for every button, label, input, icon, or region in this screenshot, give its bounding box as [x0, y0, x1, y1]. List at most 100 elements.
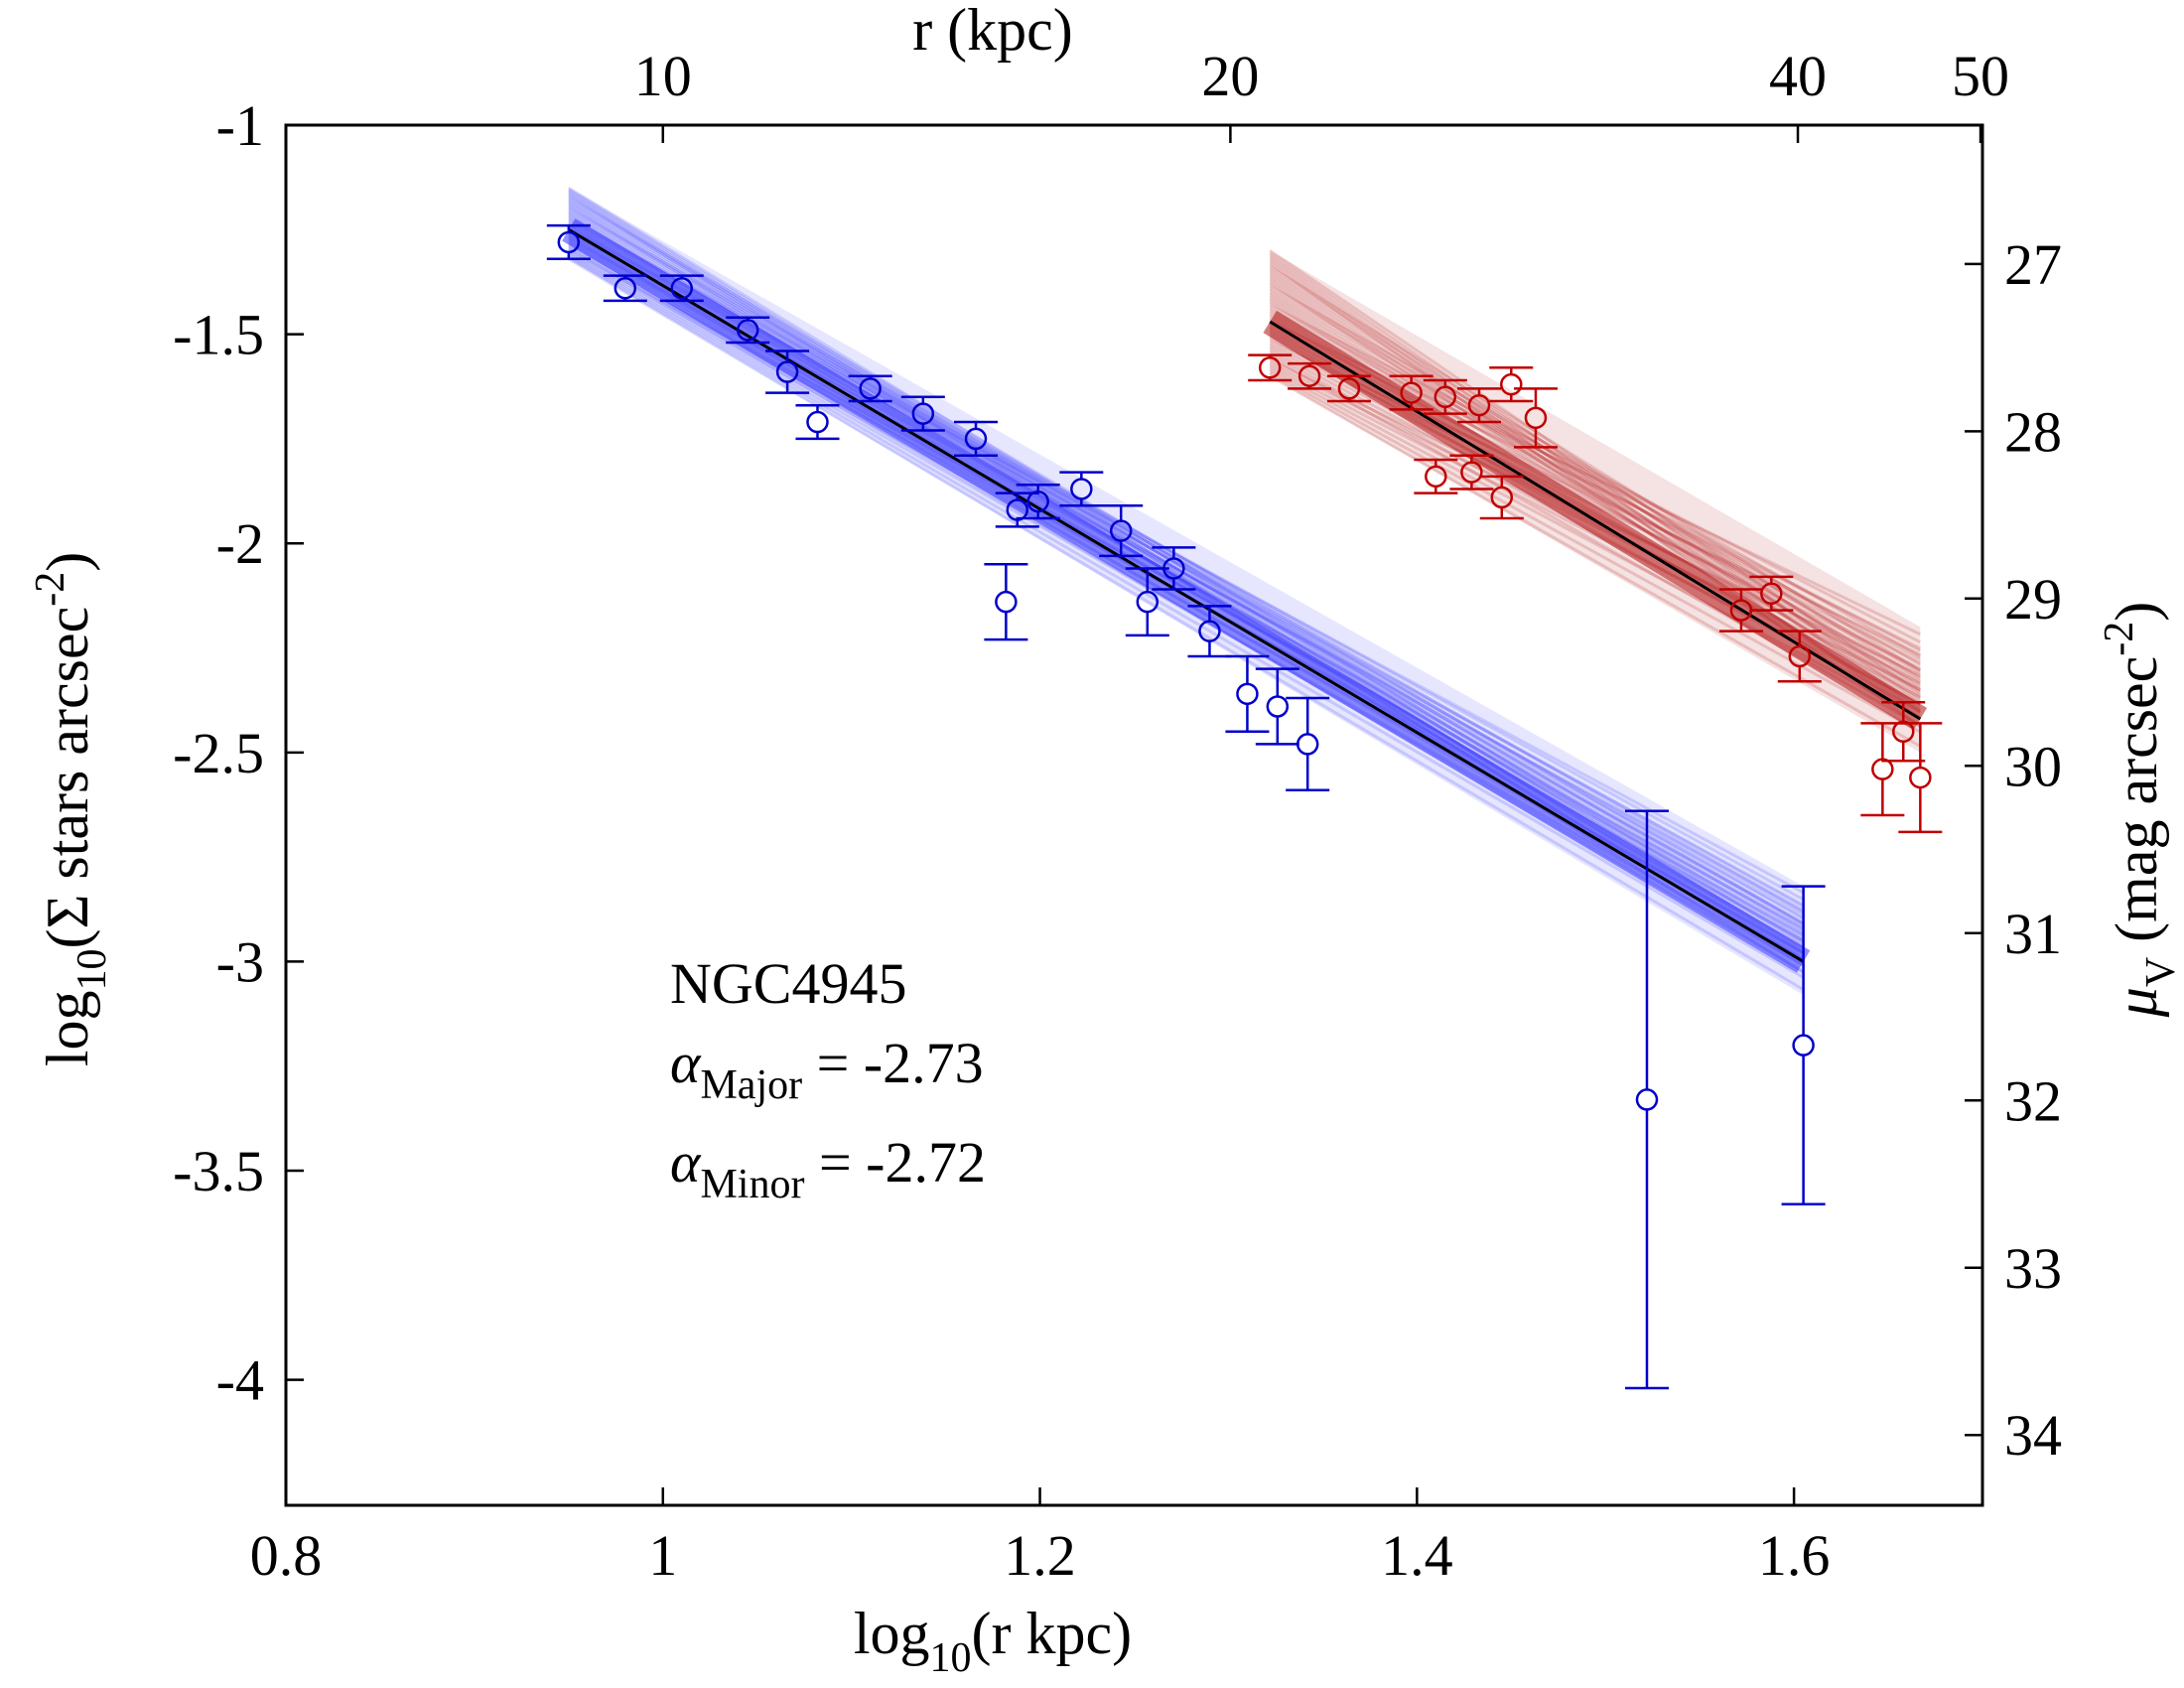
major-marker: [1198, 620, 1221, 642]
minor-marker: [1297, 364, 1321, 387]
y-tick-label: -2: [216, 511, 264, 576]
major-band-line: [568, 199, 1805, 940]
minor-point: [1288, 361, 1332, 390]
minor-band-line: [1269, 268, 1922, 681]
major-point: [1099, 504, 1144, 558]
alpha-major-sub: Major: [700, 1062, 802, 1108]
major-fit-line: [568, 228, 1805, 963]
major-point: [1125, 567, 1169, 637]
major-point: [765, 350, 810, 394]
y-axis-title-sup: -2: [28, 572, 73, 607]
minor-band-line: [1269, 271, 1922, 689]
minor-marker: [1460, 461, 1483, 484]
minor-point: [1489, 366, 1534, 403]
minor-point: [1456, 387, 1501, 424]
right-tick-label: 28: [2004, 399, 2062, 464]
major-marker: [557, 230, 581, 254]
major-band-line: [568, 211, 1805, 935]
minor-band-line: [1269, 371, 1922, 734]
top-axis-title: r (kpc): [912, 0, 1073, 63]
x-tick-label: 1: [648, 1523, 677, 1588]
minor-point: [1777, 630, 1822, 683]
x-axis-title-rest: (r kpc): [972, 1601, 1133, 1666]
major-band-line: [568, 210, 1805, 928]
minor-marker: [1400, 381, 1423, 404]
major-point: [1624, 809, 1669, 1390]
major-marker: [911, 402, 935, 425]
major-marker: [1792, 1034, 1815, 1056]
major-band-line: [568, 207, 1805, 914]
minor-band-line: [1269, 255, 1922, 712]
major-band-line: [568, 255, 1805, 979]
top-tick-label: 20: [1201, 44, 1259, 108]
minor-marker: [1337, 377, 1361, 400]
fit-bands: [562, 186, 1928, 996]
alpha-minor-symbol: α: [670, 1130, 702, 1195]
minor-band-line: [1269, 294, 1922, 683]
major-marker: [1006, 498, 1029, 521]
y-tick-label: -1.5: [173, 303, 264, 367]
major-marker: [964, 427, 988, 451]
major-point: [953, 420, 998, 458]
major-band-line: [568, 197, 1805, 933]
alpha-major-value: = -2.73: [802, 1031, 984, 1095]
right-tick-label: 33: [2004, 1236, 2062, 1301]
minor-point: [1898, 722, 1943, 834]
minor-point: [1414, 458, 1458, 494]
major-band-line: [568, 217, 1805, 902]
major-band-line: [568, 201, 1805, 947]
top-tick-label: 40: [1769, 44, 1827, 108]
major-marker: [736, 319, 759, 342]
minor-marker: [1788, 644, 1812, 668]
minor-marker: [1433, 385, 1457, 409]
x-axis-title-sub: 10: [930, 1635, 972, 1681]
minor-point: [1479, 475, 1524, 520]
x-tick-label: 0.8: [250, 1523, 323, 1588]
minor-band-line: [1269, 374, 1922, 748]
major-band-line: [568, 188, 1805, 952]
minor-band-line: [1269, 307, 1922, 652]
major-marker: [1070, 478, 1093, 500]
major-marker: [859, 377, 882, 400]
major-point: [1781, 885, 1826, 1205]
major-point: [546, 223, 591, 261]
axis-labels: r (kpc) log10(r kpc) log10(Σ stars arcse…: [28, 0, 2184, 1681]
minor-band-line: [1269, 278, 1922, 706]
minor-point: [1389, 374, 1433, 411]
minor-band-line: [1269, 249, 1922, 695]
right-axis-title-sub: V: [2138, 957, 2184, 987]
top-tick-label: 10: [634, 44, 692, 108]
major-marker: [670, 277, 694, 300]
major-marker: [1109, 519, 1133, 542]
major-point: [1255, 667, 1299, 746]
minor-marker: [1500, 372, 1523, 396]
major-marker: [995, 590, 1018, 614]
minor-marker: [1871, 758, 1894, 780]
minor-marker: [1760, 582, 1783, 606]
minor-marker: [1425, 465, 1447, 489]
major-point: [1059, 471, 1104, 507]
minor-marker: [1258, 356, 1282, 379]
x-axis-title-main: log: [854, 1601, 930, 1666]
major-point: [1016, 483, 1060, 520]
y-axis-title-sub: 10: [69, 949, 115, 991]
right-tick-label: 30: [2004, 734, 2062, 798]
major-point: [795, 403, 840, 441]
major-marker: [1136, 590, 1160, 614]
minor-band-line: [1269, 304, 1922, 644]
minor-band-line: [1269, 297, 1922, 692]
minor-point: [1881, 701, 1926, 763]
y-tick-label: -3.5: [173, 1139, 264, 1203]
minor-marker: [1490, 486, 1514, 509]
right-axis-title-rest: (mag arcsec: [2104, 656, 2169, 957]
major-marker: [1236, 682, 1259, 706]
right-axis-title-close: ): [2104, 602, 2169, 622]
minor-band-line: [1269, 287, 1922, 666]
right-tick-label: 29: [2004, 567, 2062, 632]
major-band-line: [568, 218, 1805, 909]
annotation: NGC4945 αMajor = -2.73 αMinor = -2.72: [670, 951, 986, 1207]
major-point: [603, 274, 647, 303]
x-tick-label: 1.4: [1381, 1523, 1453, 1588]
major-marker: [1635, 1088, 1659, 1111]
